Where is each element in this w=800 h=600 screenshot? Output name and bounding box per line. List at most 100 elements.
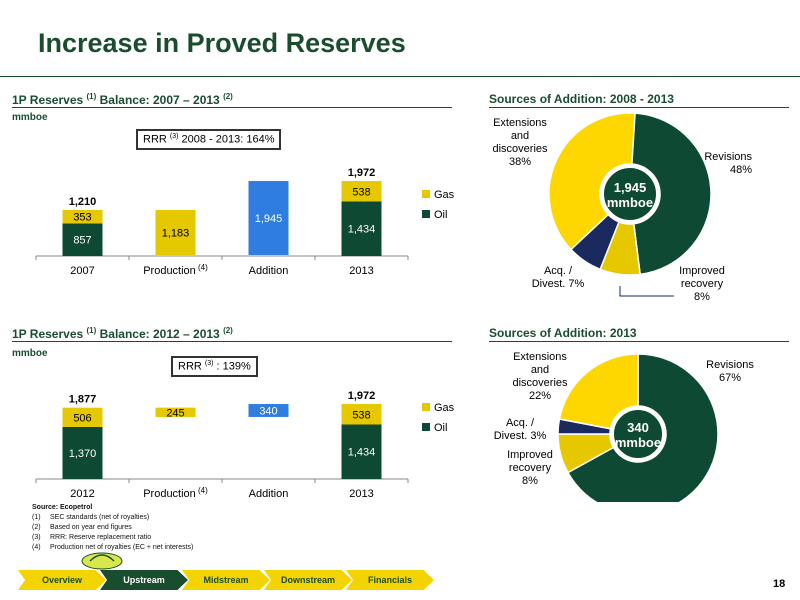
nav-tab-overview[interactable]: Overview [18, 570, 106, 590]
bar-label-oil: 1,434 [348, 224, 376, 236]
bar-label-gas: 538 [352, 409, 370, 421]
footnote-2: (2) Based on year end figures [32, 524, 132, 531]
footnote-4: (4) Production net of royalties (EC + net… [32, 544, 194, 551]
donut-label-revisions: Revisions [704, 151, 752, 163]
bar-label-gas: 538 [352, 186, 370, 198]
donut-center-value: 1,945 [614, 180, 647, 195]
x-tick-label: 2012 [70, 488, 94, 500]
section-divider [489, 107, 789, 108]
ecopetrol-logo-icon [81, 552, 123, 570]
bar-label-addition: 1,945 [255, 213, 283, 225]
bar-oil [341, 424, 382, 479]
bar-total-label: 1,972 [348, 167, 376, 179]
bar-oil [62, 223, 103, 256]
legend-label-oil: Oil [434, 209, 447, 221]
bar-label-oil: 1,370 [69, 448, 97, 460]
donut-slice-revisions [566, 353, 719, 502]
nav-tab-financials[interactable]: Financials [346, 570, 434, 590]
donut-center [612, 408, 664, 460]
nav-tab-midstream[interactable]: Midstream [182, 570, 270, 590]
donut-label-extensions-and-discoveries: and [511, 130, 529, 142]
donut-label-acq-divest-: Divest. 3% [494, 430, 547, 442]
bar-production [155, 210, 196, 255]
legend-label-gas: Gas [434, 189, 455, 201]
donut-label-improved-recovery: recovery [681, 278, 724, 290]
source-note: Source: Ecopetrol [32, 504, 93, 511]
bar-total-label: 1,210 [69, 196, 97, 208]
bar-oil [341, 201, 382, 256]
unit-label: mmboe [12, 348, 48, 359]
donut-label-extensions-and-discoveries: 22% [529, 390, 551, 402]
donut-center-value: 340 [627, 420, 649, 435]
section-divider [12, 341, 452, 342]
bar-production [155, 407, 196, 417]
donut-label-revisions: 67% [719, 372, 741, 384]
bar-total-label: 1,972 [348, 390, 376, 402]
donut-label-improved-recovery: Improved [507, 449, 553, 461]
x-tick-label: 2007 [70, 265, 94, 277]
donut-label-extensions-and-discoveries: Extensions [493, 117, 547, 129]
bar-gas [62, 407, 103, 427]
donut-label-improved-recovery: Improved [679, 265, 725, 277]
x-tick-label: 2013 [349, 488, 373, 500]
x-tick-label: Addition [249, 265, 289, 277]
bar-label-gas: 506 [73, 412, 91, 424]
bar-addition [248, 404, 289, 417]
page-number: 18 [773, 578, 786, 590]
section-title-balance-2007-2013: 1P Reserves (1) Balance: 2007 – 2013 (2) [12, 92, 233, 107]
unit-label: mmboe [12, 112, 48, 123]
bar-chart-2007-2013: 857 353 1,210 2007 1,183 Production (4) 1,945 A… [35, 167, 455, 277]
donut-label-extensions-and-discoveries: discoveries [512, 377, 568, 389]
donut-center-unit: mmboe [615, 435, 661, 450]
donut-label-acq-divest-: Acq. / [506, 417, 535, 429]
rrr-box-2008-2013: RRR (3) 2008 - 2013: 164% [136, 129, 282, 150]
donut-slice-revisions [629, 112, 712, 276]
legend-swatch-gas [422, 190, 430, 198]
bar-label-production: 245 [166, 407, 184, 419]
bar-label-production: 1,183 [162, 227, 190, 239]
donut-label-extensions-and-discoveries: 38% [509, 156, 531, 168]
section-title-sources-2008-2013: Sources of Addition: 2008 - 2013 [489, 92, 674, 106]
donut-label-improved-recovery: recovery [509, 462, 552, 474]
rrr-box-2013: RRR (3) : 139% [171, 356, 258, 377]
donut-label-acq-divest-: Acq. / [544, 265, 573, 277]
donut-label-extensions-and-discoveries: discoveries [492, 143, 548, 155]
section-divider [12, 107, 452, 108]
bar-gas [341, 404, 382, 425]
bar-label-gas: 353 [73, 212, 91, 224]
donut-center-unit: mmboe [607, 195, 653, 210]
footnote-1: (1) SEC standards (net of royalties) [32, 514, 150, 521]
bar-gas [62, 210, 103, 224]
title-divider [0, 76, 800, 77]
donut-label-extensions-and-discoveries: Extensions [513, 351, 567, 363]
x-tick-label: Production (4) [143, 263, 208, 277]
legend-swatch-gas [422, 403, 430, 411]
x-tick-label: Addition [249, 488, 289, 500]
donut-slice-extensions-and-discoveries [548, 112, 636, 251]
legend-label-oil: Oil [434, 422, 447, 434]
donut-slice-extensions-and-discoveries [558, 353, 639, 430]
section-title-balance-2012-2013: 1P Reserves (1) Balance: 2012 – 2013 (2) [12, 326, 233, 341]
bar-label-oil: 1,434 [348, 447, 376, 459]
donut-center [602, 166, 658, 222]
section-divider [489, 341, 789, 342]
donut-label-improved-recovery: 8% [522, 475, 538, 487]
footnote-3: (3) RRR: Reserve replacement ratio [32, 534, 152, 541]
donut-label-improved-recovery: 8% [694, 291, 710, 303]
bar-total-label: 1,877 [69, 394, 97, 406]
nav-tab-upstream[interactable]: Upstream [100, 570, 188, 590]
donut-label-acq-divest-: Divest. 7% [532, 278, 585, 290]
nav-tab-downstream[interactable]: Downstream [264, 570, 352, 590]
x-tick-label: Production (4) [143, 486, 208, 500]
bar-label-oil: 857 [73, 235, 91, 247]
legend-swatch-oil [422, 210, 430, 218]
donut-label-extensions-and-discoveries: and [531, 364, 549, 376]
bar-gas [341, 181, 382, 202]
section-nav: Overview Upstream Midstream Downstream F… [0, 568, 800, 594]
bar-chart-2012-2013: 1,370 506 1,877 2012 245 Production (4) 340 Add… [35, 390, 455, 500]
donut-label-revisions: Revisions [706, 359, 754, 371]
bar-addition [248, 181, 289, 255]
section-title-sources-2013: Sources of Addition: 2013 [489, 326, 637, 340]
